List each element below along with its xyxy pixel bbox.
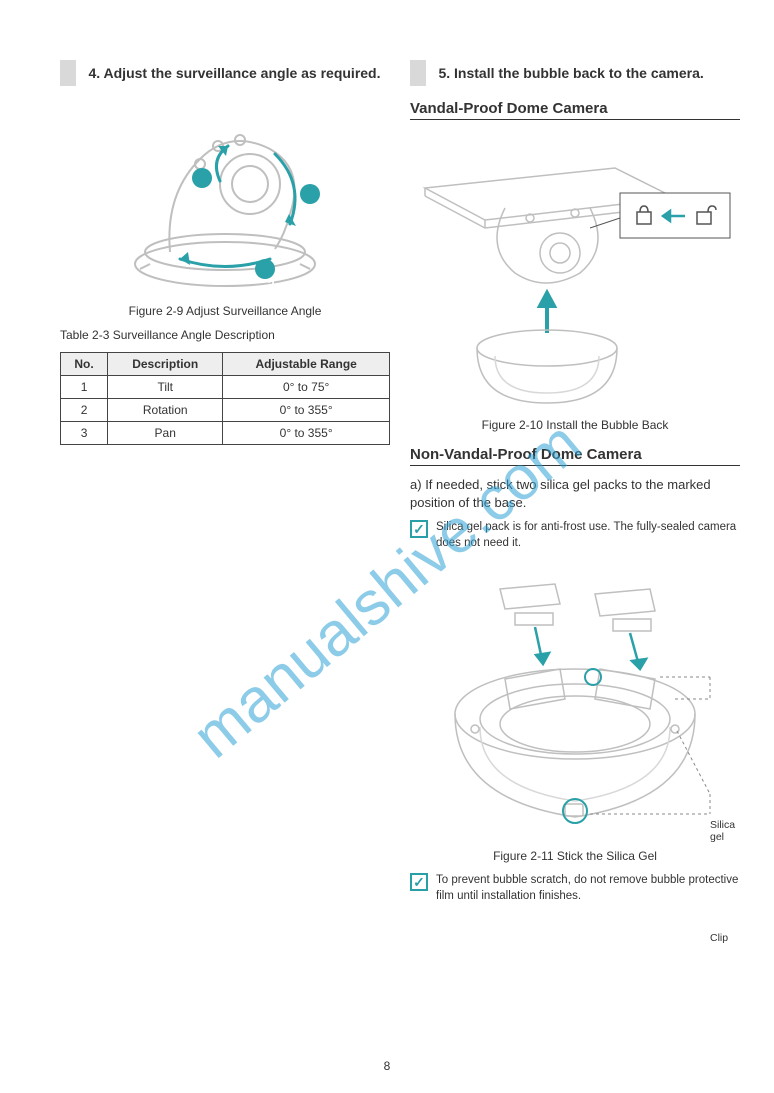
note-2: ✓ To prevent bubble scratch, do not remo…	[410, 873, 740, 904]
figure-2-9-caption: Figure 2-9 Adjust Surveillance Angle	[60, 304, 390, 318]
note-2-text: To prevent bubble scratch, do not remove…	[436, 873, 740, 904]
surveillance-angle-table: No. Description Adjustable Range 1 Tilt …	[60, 352, 390, 445]
label-silica: Silica gel	[710, 819, 740, 843]
step5a: a) If needed, stick two silica gel packs…	[410, 476, 740, 512]
check-icon: ✓	[410, 520, 428, 538]
section-non-vandal-title: Non-Vandal-Proof Dome Camera	[410, 446, 740, 463]
step5-marker	[410, 60, 426, 86]
figure-2-9	[110, 104, 340, 294]
right-column: 5. Install the bubble back to the camera…	[410, 60, 740, 916]
section-vandal-proof-title: Vandal-Proof Dome Camera	[410, 100, 740, 117]
figure-bullet-3: 3	[268, 278, 275, 292]
note-1-text: Silica gel pack is for anti-frost use. T…	[436, 520, 740, 551]
th-no: No.	[61, 353, 108, 376]
section-rule-2	[410, 465, 740, 466]
figure-bullet-1: 1	[311, 204, 318, 218]
figure-2-11-caption: Figure 2-11 Stick the Silica Gel	[410, 849, 740, 863]
figure-bullet-2: 2	[204, 188, 211, 202]
left-column: 4. Adjust the surveillance angle as requ…	[60, 60, 390, 445]
figure-2-11	[425, 569, 725, 839]
step4-header: 4. Adjust the surveillance angle as requ…	[60, 60, 390, 86]
check-icon: ✓	[410, 873, 428, 891]
step4-marker	[60, 60, 76, 86]
table-row: 1 Tilt 0° to 75°	[61, 376, 390, 399]
th-range: Adjustable Range	[223, 353, 390, 376]
page-number: 8	[384, 1059, 391, 1073]
step4-label: 4. Adjust the surveillance angle as requ…	[88, 65, 380, 81]
step5a-text: If needed, stick two silica gel packs to…	[410, 477, 711, 510]
step5-header: 5. Install the bubble back to the camera…	[410, 60, 740, 86]
label-clip: Clip	[710, 932, 728, 944]
figure-2-10	[415, 138, 735, 408]
table-row: 2 Rotation 0° to 355°	[61, 399, 390, 422]
step5a-label: a)	[410, 477, 422, 492]
th-desc: Description	[108, 353, 223, 376]
table-row: 3 Pan 0° to 355°	[61, 422, 390, 445]
table-header-row: No. Description Adjustable Range	[61, 353, 390, 376]
note-1: ✓ Silica gel pack is for anti-frost use.…	[410, 520, 740, 551]
figure-2-10-caption: Figure 2-10 Install the Bubble Back	[410, 418, 740, 432]
table-2-3-caption: Table 2-3 Surveillance Angle Description	[60, 328, 390, 342]
section-rule-1	[410, 119, 740, 120]
step5-label: 5. Install the bubble back to the camera…	[438, 65, 703, 81]
